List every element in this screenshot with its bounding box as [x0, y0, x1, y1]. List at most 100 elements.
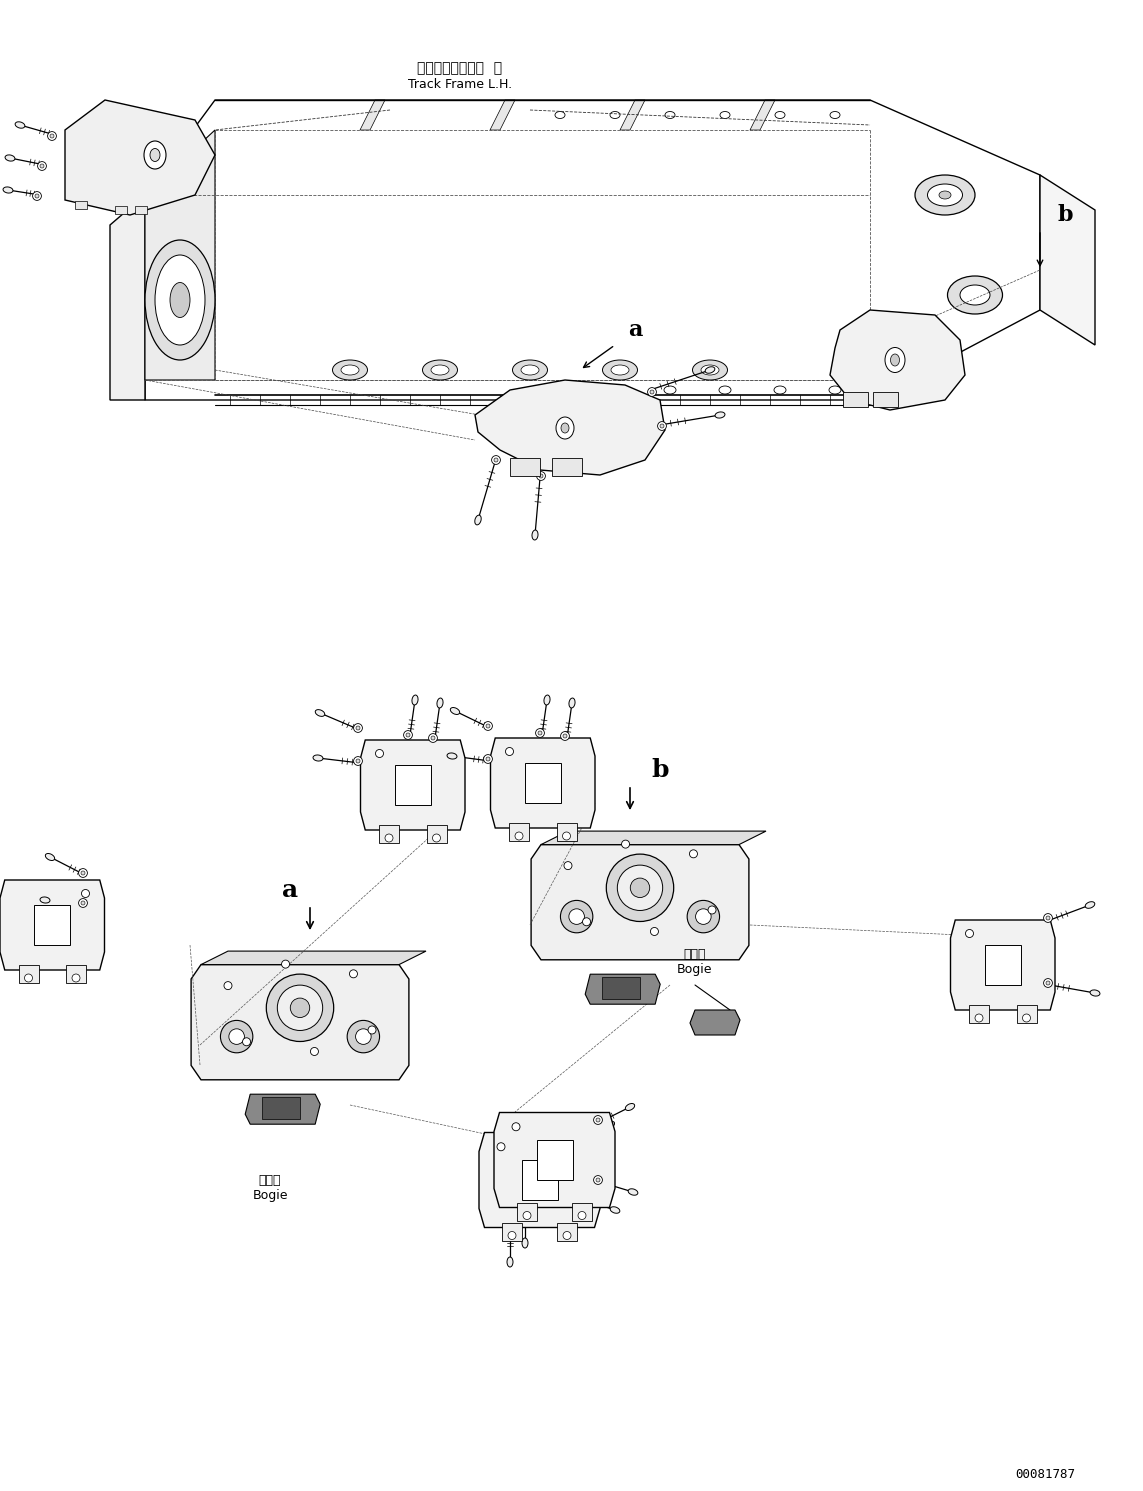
Ellipse shape — [290, 997, 310, 1017]
Ellipse shape — [1090, 990, 1100, 996]
Ellipse shape — [40, 898, 50, 904]
Ellipse shape — [610, 1206, 620, 1214]
Bar — [394, 765, 431, 805]
Ellipse shape — [890, 353, 900, 365]
Ellipse shape — [155, 255, 205, 344]
Ellipse shape — [975, 1014, 983, 1021]
Ellipse shape — [3, 186, 13, 192]
Ellipse shape — [447, 753, 457, 759]
Text: ボギー: ボギー — [684, 948, 706, 962]
Ellipse shape — [650, 927, 658, 935]
Ellipse shape — [5, 155, 15, 161]
Ellipse shape — [555, 112, 565, 118]
Polygon shape — [1040, 174, 1095, 344]
Ellipse shape — [569, 910, 584, 924]
Ellipse shape — [432, 833, 440, 842]
Ellipse shape — [497, 1142, 505, 1151]
Ellipse shape — [561, 423, 569, 432]
Ellipse shape — [483, 722, 493, 731]
Bar — [985, 945, 1021, 986]
Bar — [135, 206, 147, 215]
Polygon shape — [145, 100, 1040, 400]
Ellipse shape — [48, 131, 56, 140]
Text: a: a — [628, 319, 642, 341]
Bar — [521, 1160, 558, 1200]
Ellipse shape — [562, 832, 570, 839]
Ellipse shape — [536, 729, 544, 738]
Ellipse shape — [519, 1209, 527, 1217]
Ellipse shape — [50, 134, 54, 139]
Ellipse shape — [716, 412, 725, 417]
Ellipse shape — [15, 122, 25, 128]
Ellipse shape — [701, 365, 719, 376]
Polygon shape — [490, 100, 515, 130]
Ellipse shape — [355, 726, 360, 731]
Bar — [426, 825, 447, 842]
Text: トラックフレーム  左: トラックフレーム 左 — [417, 61, 503, 75]
Ellipse shape — [437, 698, 443, 708]
Ellipse shape — [81, 871, 85, 875]
Ellipse shape — [539, 474, 543, 479]
Bar — [557, 1223, 577, 1241]
Bar — [844, 392, 868, 407]
Ellipse shape — [531, 529, 538, 540]
Ellipse shape — [376, 750, 384, 757]
Text: Track Frame L.H.: Track Frame L.H. — [408, 79, 512, 91]
Ellipse shape — [719, 386, 732, 394]
Polygon shape — [475, 380, 665, 476]
Ellipse shape — [1044, 978, 1053, 987]
Ellipse shape — [347, 1020, 379, 1053]
Ellipse shape — [563, 734, 567, 738]
Ellipse shape — [431, 365, 449, 376]
Bar — [517, 1203, 537, 1221]
Polygon shape — [602, 977, 640, 999]
Text: b: b — [1057, 204, 1073, 227]
Polygon shape — [110, 195, 145, 400]
Ellipse shape — [81, 901, 85, 905]
Ellipse shape — [353, 723, 362, 732]
Ellipse shape — [554, 386, 566, 394]
Ellipse shape — [596, 1118, 600, 1123]
Polygon shape — [191, 965, 409, 1079]
Ellipse shape — [450, 708, 459, 714]
Ellipse shape — [79, 869, 87, 877]
Ellipse shape — [689, 850, 697, 857]
Ellipse shape — [35, 194, 39, 198]
Ellipse shape — [563, 862, 572, 869]
Ellipse shape — [144, 142, 166, 168]
Polygon shape — [541, 830, 766, 844]
Polygon shape — [0, 880, 104, 971]
Ellipse shape — [350, 969, 358, 978]
Bar — [525, 763, 561, 804]
Bar — [115, 206, 127, 215]
Ellipse shape — [593, 1175, 602, 1184]
Bar — [502, 1223, 522, 1241]
Text: Bogie: Bogie — [253, 1188, 288, 1202]
Bar — [873, 392, 898, 407]
Bar — [75, 201, 87, 209]
Text: 00081787: 00081787 — [1015, 1469, 1076, 1482]
Polygon shape — [262, 1097, 301, 1120]
Polygon shape — [585, 974, 661, 1005]
Ellipse shape — [24, 974, 32, 983]
Bar — [18, 965, 39, 983]
Ellipse shape — [313, 754, 323, 760]
Ellipse shape — [617, 865, 663, 911]
Polygon shape — [65, 100, 215, 215]
Ellipse shape — [916, 174, 975, 215]
Ellipse shape — [593, 1115, 602, 1124]
Ellipse shape — [491, 456, 501, 464]
Ellipse shape — [1085, 902, 1095, 908]
Ellipse shape — [46, 853, 55, 860]
Ellipse shape — [512, 359, 547, 380]
Ellipse shape — [664, 386, 676, 394]
Ellipse shape — [610, 112, 620, 118]
Ellipse shape — [72, 974, 80, 983]
Ellipse shape — [775, 112, 785, 118]
Polygon shape — [201, 951, 426, 965]
Polygon shape — [479, 1133, 600, 1227]
Ellipse shape — [578, 1194, 588, 1202]
Ellipse shape — [829, 386, 841, 394]
Ellipse shape — [927, 183, 962, 206]
Ellipse shape — [578, 1133, 588, 1142]
